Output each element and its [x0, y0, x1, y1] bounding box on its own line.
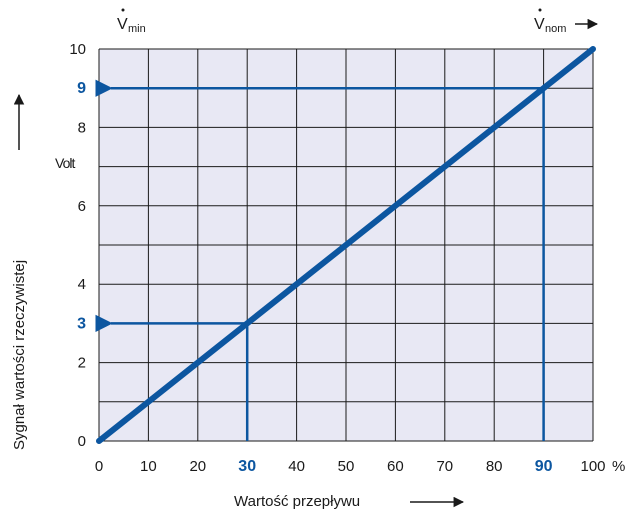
- x-tick-label: 50: [338, 458, 355, 475]
- x-tick-label: 90: [535, 458, 553, 475]
- annotation-lines: [95, 79, 545, 441]
- y-tick-label: 9: [77, 80, 86, 97]
- x-tick-label: 80: [486, 458, 503, 475]
- y-tick-labels: 0 2 3 4 6 8 9 10: [69, 41, 86, 450]
- y-unit-label: Volt: [55, 155, 75, 171]
- v-nom-label: V nom: [534, 8, 599, 35]
- y-tick-label: 6: [78, 198, 86, 215]
- v-min-label: V min: [117, 8, 146, 35]
- v-nom-subscript: nom: [545, 23, 566, 35]
- v-nom-symbol: V: [534, 16, 545, 33]
- y-tick-label: 3: [77, 315, 86, 332]
- v-min-symbol: V: [117, 16, 128, 33]
- y-tick-label: 10: [69, 41, 86, 58]
- y-tick-label: 2: [78, 355, 86, 372]
- x-tick-label: 20: [189, 458, 206, 475]
- y-tick-label: 0: [78, 433, 86, 450]
- x-tick-label: 100: [580, 458, 605, 475]
- series-line: [96, 46, 596, 444]
- v-nom-dot: [538, 8, 542, 12]
- x-tick-label: 70: [436, 458, 453, 475]
- x-tick-label: 40: [288, 458, 305, 475]
- y-tick-label: 4: [78, 276, 86, 293]
- y-axis-label: Sygnał wartości rzeczywistej: [11, 260, 28, 450]
- x-tick-label: 0: [95, 458, 103, 475]
- v-min-dot: [121, 8, 125, 12]
- v-min-subscript: min: [128, 23, 146, 35]
- x-axis-label-group: Wartość przepływu: [234, 493, 465, 510]
- x-unit-label: %: [612, 458, 625, 475]
- x-tick-label: 60: [387, 458, 404, 475]
- x-tick-label: 30: [238, 458, 256, 475]
- series-layer: [96, 46, 596, 444]
- x-tick-label: 10: [140, 458, 157, 475]
- y-tick-label: 8: [78, 119, 86, 136]
- x-axis-label: Wartość przepływu: [234, 493, 360, 510]
- x-tick-labels: 0 10 20 30 40 50 60 70 80 90 100: [95, 458, 606, 475]
- y-axis-label-group: Sygnał wartości rzeczywistej: [11, 93, 28, 450]
